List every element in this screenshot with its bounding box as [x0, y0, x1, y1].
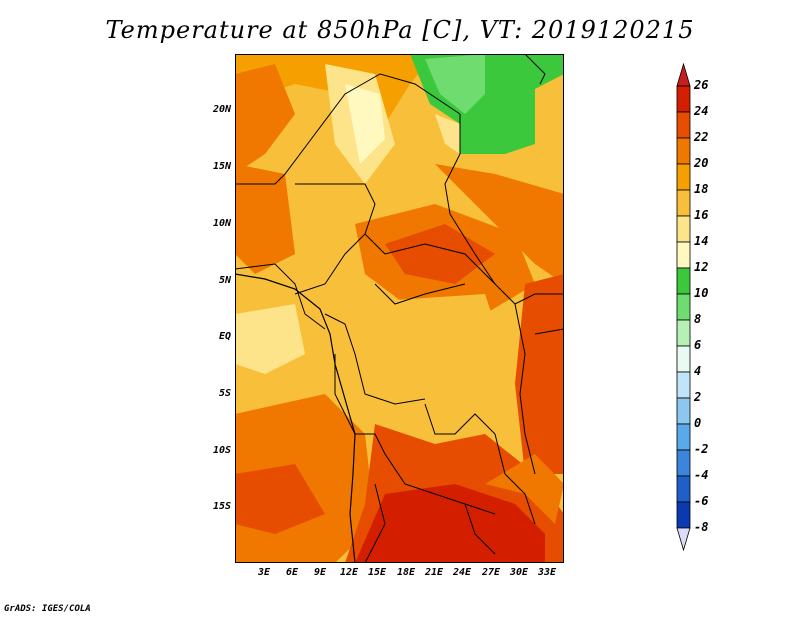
colorbar-swatch	[676, 85, 691, 113]
lon-label: 9E	[313, 567, 327, 578]
map-title: Temperature at 850hPa [C], VT: 201912021…	[105, 16, 695, 44]
lat-label: EQ	[218, 331, 231, 342]
colorbar-swatch	[676, 241, 691, 269]
colorbar-label: 12	[694, 260, 709, 274]
credit-text: GrADS: IGES/COLA	[4, 604, 91, 614]
lon-label: 18E	[396, 567, 416, 578]
lon-label: 6E	[285, 567, 299, 578]
colorbar-swatch	[676, 423, 691, 451]
lat-label: 10N	[212, 218, 231, 229]
colorbar-label: 20	[694, 156, 709, 170]
lon-label: 21E	[424, 567, 444, 578]
colorbar-label: 2	[694, 390, 702, 404]
lon-label: 30E	[509, 567, 529, 578]
coastline	[235, 273, 356, 563]
colorbar-label: 18	[694, 182, 709, 196]
lat-label: 10S	[212, 445, 231, 456]
colorbar-under-triangle	[676, 527, 691, 552]
lon-label: 12E	[339, 567, 359, 578]
colorbar-label: -4	[694, 468, 709, 482]
colorbar-swatch	[676, 215, 691, 243]
colorbar-label: 16	[694, 208, 709, 222]
colorbar-label: 6	[694, 338, 702, 352]
colorbar-label: 24	[694, 104, 709, 118]
colorbar-label: -6	[694, 494, 709, 508]
colorbar-label: 26	[694, 78, 709, 92]
colorbar-label: -8	[694, 520, 709, 534]
lon-label: 24E	[452, 567, 472, 578]
colorbar	[676, 62, 691, 552]
colorbar-swatch	[676, 475, 691, 503]
lat-label: 5N	[218, 275, 231, 286]
lat-label: 5S	[218, 388, 231, 399]
colorbar-label: 8	[694, 312, 702, 326]
country-boundaries	[235, 73, 564, 563]
colorbar-label: 10	[694, 286, 709, 300]
colorbar-swatch	[676, 319, 691, 347]
temperature-contours	[235, 54, 564, 563]
colorbar-swatch	[676, 449, 691, 477]
colorbar-swatch	[676, 371, 691, 399]
colorbar-swatch	[676, 501, 691, 529]
colorbar-swatch	[676, 293, 691, 321]
lon-label: 27E	[481, 567, 501, 578]
lon-label: 15E	[367, 567, 387, 578]
colorbar-swatch	[676, 397, 691, 425]
colorbar-label: -2	[694, 442, 709, 456]
colorbar-label: 22	[694, 130, 709, 144]
lat-label: 15S	[212, 501, 231, 512]
lat-label: 20N	[212, 104, 231, 115]
lat-label: 15N	[212, 161, 231, 172]
map-frame	[235, 54, 564, 563]
colorbar-swatch	[676, 345, 691, 373]
colorbar-swatch	[676, 267, 691, 295]
lon-label: 33E	[537, 567, 557, 578]
temperature-map	[235, 54, 564, 563]
colorbar-label: 14	[694, 234, 709, 248]
map-canvas	[235, 54, 564, 563]
colorbar-swatch	[676, 189, 691, 217]
lon-label: 3E	[257, 567, 271, 578]
colorbar-swatch	[676, 111, 691, 139]
colorbar-label: 0	[694, 416, 702, 430]
colorbar-swatch	[676, 163, 691, 191]
colorbar-over-triangle	[676, 62, 691, 87]
red-sea-coast	[524, 54, 546, 85]
colorbar-label: 4	[694, 364, 702, 378]
colorbar-swatch	[676, 137, 691, 165]
